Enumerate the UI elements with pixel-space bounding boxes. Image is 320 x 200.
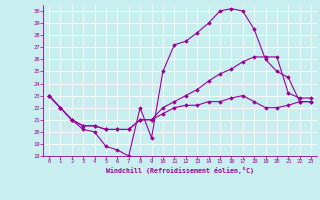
X-axis label: Windchill (Refroidissement éolien,°C): Windchill (Refroidissement éolien,°C) (106, 167, 254, 174)
